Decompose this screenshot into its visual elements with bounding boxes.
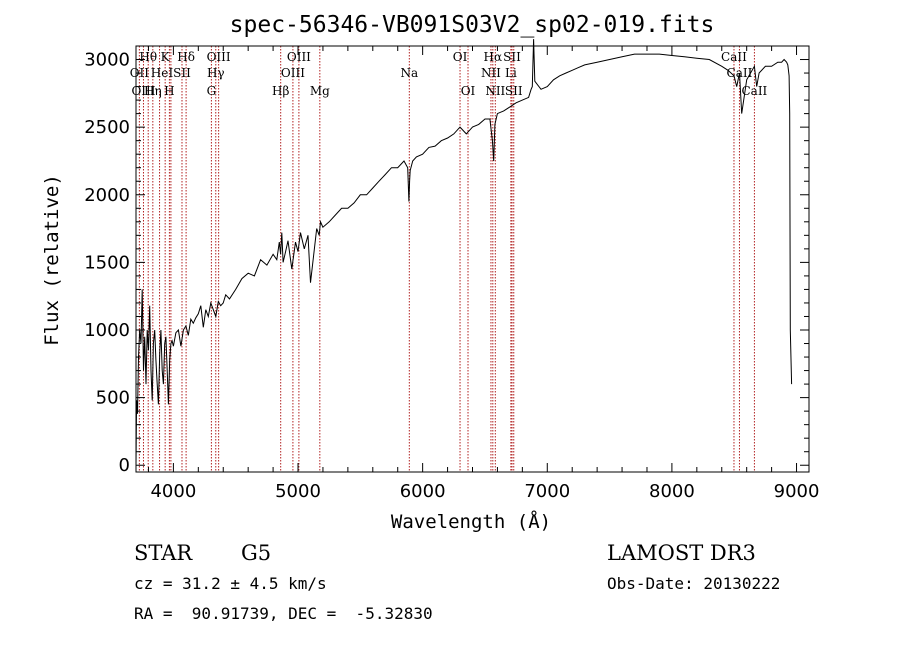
spectral-line-label: Hβ: [272, 84, 289, 98]
spectral-line-label: NII: [481, 66, 501, 80]
y-tick-label: 3000: [84, 50, 130, 71]
flux-series-line: [135, 39, 793, 466]
object-class: STAR: [134, 541, 193, 565]
spectral-line-label: Li: [505, 66, 517, 80]
x-tick-label: 8000: [649, 481, 695, 502]
spectral-line-label: He: [151, 66, 169, 80]
x-tick-label: 5000: [275, 481, 321, 502]
survey-name: LAMOST DR3: [607, 541, 756, 565]
y-tick-label: 500: [96, 388, 130, 409]
spectral-line-label: SII: [503, 50, 521, 64]
y-tick-label: 2500: [84, 117, 130, 138]
y-tick-label: 1000: [84, 320, 130, 341]
plot-frame: [135, 45, 810, 473]
object-subclass: G5: [241, 541, 272, 565]
y-axis-label: Flux (relative): [41, 174, 63, 346]
spectral-line-label: SII: [173, 66, 191, 80]
spectral-line-label: OIII: [131, 84, 155, 98]
axis-ticks: 4000 5000 6000 7000 8000 9000 0 500 1000 1500 2000…: [84, 46, 819, 502]
spectral-line-label: Hα: [484, 50, 503, 64]
spectral-line-markers: [138, 46, 755, 472]
observation-date: Obs-Date: 20130222: [607, 574, 781, 593]
spectral-line-label: OIII: [207, 50, 231, 64]
spectral-line-label: OI: [461, 84, 476, 98]
coordinates: RA = 90.91739, DEC = -5.32830: [134, 604, 433, 623]
spectral-line-label: OI: [453, 50, 468, 64]
spectral-line-label: Na: [400, 66, 418, 80]
x-axis-label: Wavelength (Å): [391, 510, 551, 533]
x-tick-label: 7000: [524, 481, 570, 502]
spectral-line-label: K: [161, 50, 171, 64]
y-tick-label: 0: [119, 455, 130, 476]
x-tick-label: 9000: [774, 481, 820, 502]
spectral-line-label: Hθ: [139, 50, 157, 64]
redshift-velocity: cz = 31.2 ± 4.5 km/s: [134, 574, 327, 593]
spectral-line-label: H: [164, 84, 174, 98]
spectral-line-label: G: [207, 84, 217, 98]
y-tick-label: 2000: [84, 185, 130, 206]
spectral-line-label: OIII: [281, 66, 305, 80]
spectral-line-label: SII: [505, 84, 523, 98]
x-tick-label: 6000: [400, 481, 446, 502]
spectral-line-label: Hδ: [177, 50, 195, 64]
spectral-line-label: Hη: [144, 84, 162, 98]
spectral-line-label: I: [169, 66, 174, 80]
spectral-line-label: NII: [485, 84, 505, 98]
spectral-line-label: Hγ: [207, 66, 225, 80]
chart-title: spec-56346-VB091S03V2_sp02-019.fits: [230, 12, 715, 38]
y-tick-label: 1500: [84, 252, 130, 273]
spectral-line-label: CaII: [721, 50, 747, 64]
spectral-line-label: Mg: [310, 84, 330, 98]
spectral-line-label: CaII: [741, 84, 767, 98]
x-tick-label: 4000: [150, 481, 196, 502]
spectral-line-label: OIII: [287, 50, 311, 64]
